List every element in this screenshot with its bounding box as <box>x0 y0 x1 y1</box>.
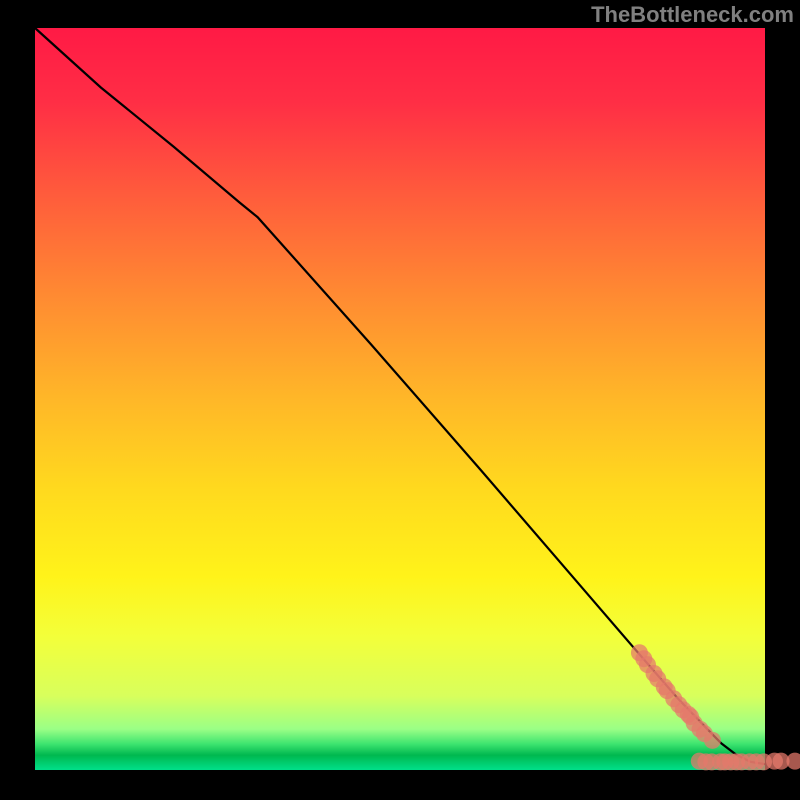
chart-svg <box>0 0 800 800</box>
plot-background <box>35 28 765 770</box>
data-marker <box>786 753 800 770</box>
data-marker <box>704 732 721 749</box>
watermark-text: TheBottleneck.com <box>591 2 794 28</box>
